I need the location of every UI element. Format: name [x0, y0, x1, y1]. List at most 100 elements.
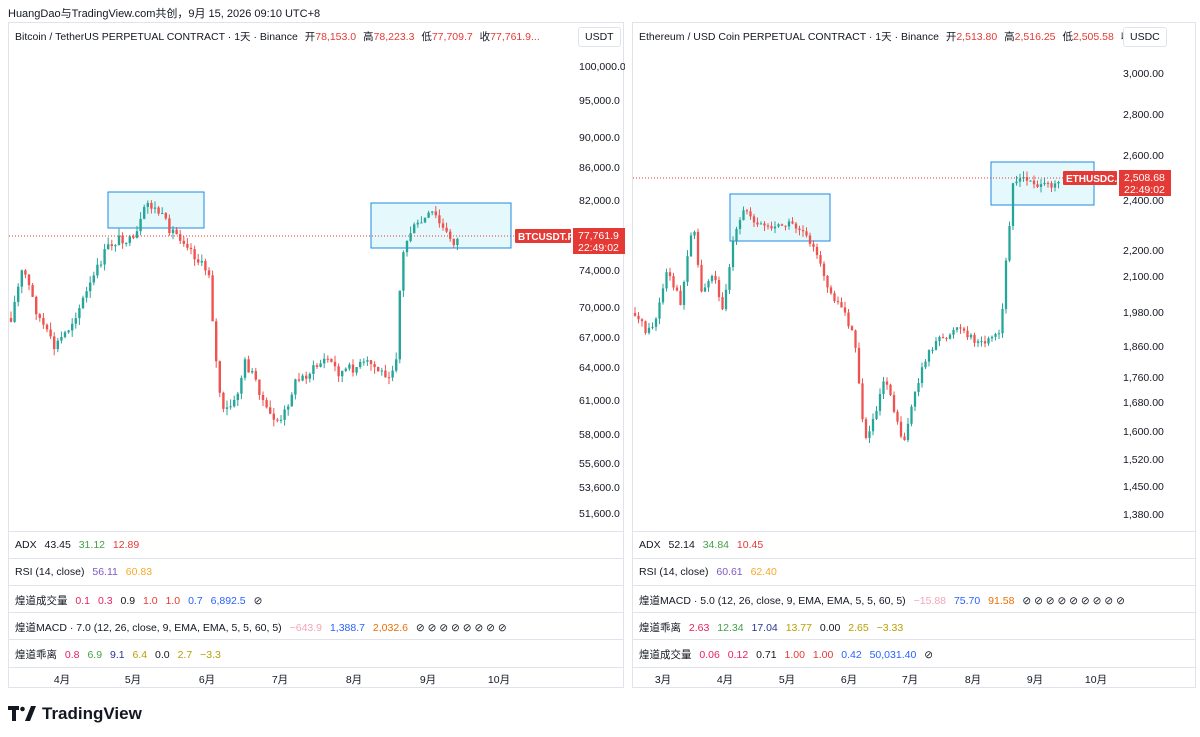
macd-line: 1,388.7	[329, 622, 365, 634]
low-value: 77,709.7	[431, 31, 473, 43]
candle-body	[941, 336, 945, 338]
candle-body	[337, 366, 340, 377]
candle-body	[882, 381, 885, 394]
candle-body	[878, 393, 882, 411]
adx-plus-di: 31.12	[78, 539, 105, 551]
candle-body	[1053, 183, 1057, 188]
candle-body	[920, 367, 924, 384]
dev-v4: 13.77	[785, 622, 812, 634]
macd-line: 75.70	[953, 595, 981, 607]
candle-body	[773, 226, 777, 229]
month-label: 4月	[716, 674, 734, 686]
candle-body	[815, 246, 819, 256]
candle-body	[384, 370, 387, 378]
btc-price-chart[interactable]: 100,000.0 95,000.0 90,000.0 86,000.0 82,000.…	[9, 23, 625, 533]
candle-body	[1008, 225, 1011, 261]
adx-indicator[interactable]: ADX 52.14 34.84 10.45	[633, 531, 1195, 558]
candle-body	[665, 272, 668, 289]
rsi-indicator[interactable]: RSI (14, close) 56.11 60.83	[9, 558, 623, 585]
candle-body	[910, 406, 913, 424]
price-tick-label: 61,000.0	[579, 395, 620, 407]
candle-body	[689, 235, 693, 257]
candle-body	[1018, 178, 1022, 182]
price-tick-label: 95,000.0	[579, 95, 620, 107]
volume-indicator[interactable]: 煌道成交量 0.1 0.3 0.9 1.0 1.0 0.7 6,892.5 ⊘	[9, 585, 623, 612]
candle-body	[805, 231, 808, 236]
symbol-tag[interactable]	[515, 229, 571, 243]
deviation-indicator[interactable]: 煌道乖离 2.63 12.34 17.04 13.77 0.00 2.65 −3…	[633, 612, 1195, 639]
dev-v7: −3.33	[876, 622, 904, 634]
close-label: 收	[479, 31, 491, 43]
candle-body	[955, 327, 959, 330]
symbol-tag[interactable]	[1063, 171, 1117, 185]
currency-selector[interactable]: USDT	[578, 27, 621, 47]
currency-selector[interactable]: USDC	[1123, 27, 1167, 47]
time-axis[interactable]: 3月 4月 5月 6月 7月 8月 9月 10月	[633, 667, 1195, 687]
dev-v1: 2.63	[688, 622, 710, 634]
macd-hist: −643.9	[289, 622, 323, 634]
candle-body	[398, 290, 401, 360]
adx-indicator[interactable]: ADX 43.45 31.12 12.89	[9, 531, 623, 558]
volume-indicator[interactable]: 煌道成交量 0.06 0.12 0.71 1.00 1.00 0.42 50,0…	[633, 639, 1195, 666]
candle-body	[654, 318, 658, 327]
deviation-indicator[interactable]: 煌道乖离 0.8 6.9 9.1 6.4 0.0 2.7 −3.3	[9, 639, 623, 666]
candle-body	[290, 394, 293, 407]
candle-body	[81, 297, 85, 309]
candle-body	[74, 318, 77, 324]
candle-body	[261, 394, 265, 401]
adx-name: ADX	[639, 539, 661, 551]
price-tick-label: 70,000.0	[579, 302, 620, 314]
candle-body	[861, 383, 864, 420]
candle-body	[110, 244, 113, 247]
candle-body	[1057, 182, 1060, 184]
month-label: 5月	[124, 674, 142, 686]
price-tick-label: 86,000.0	[579, 162, 620, 174]
price-tick-label: 100,000.0	[579, 61, 625, 73]
vol-v2: 0.3	[97, 595, 113, 607]
open-value: 2,513.80	[956, 31, 998, 43]
rsi-indicator[interactable]: RSI (14, close) 60.61 62.40	[633, 558, 1195, 585]
candle-body	[20, 270, 23, 287]
eth-symbol-header[interactable]: Ethereum / USD Coin PERPETUAL CONTRACT ·…	[639, 29, 1140, 44]
candle-body	[67, 330, 70, 333]
candle-body	[135, 231, 139, 238]
month-label: 7月	[901, 674, 919, 686]
candle-body	[745, 210, 749, 212]
last-price-tag	[573, 228, 625, 254]
candle-body	[294, 379, 297, 395]
eth-price-chart[interactable]: 3,000.00 2,800.00 2,600.00 2,400.00 2,200.00…	[633, 23, 1197, 533]
countdown-value: 22:49:02	[578, 242, 619, 254]
time-axis[interactable]: 4月 5月 6月 7月 8月 9月 10月	[9, 667, 623, 687]
candle-body	[222, 392, 225, 409]
range-highlight-box[interactable]	[729, 193, 831, 242]
btc-chart-panel[interactable]: 100,000.0 95,000.0 90,000.0 86,000.0 82,000.…	[8, 22, 625, 688]
candle-body	[92, 275, 95, 283]
adx-plus-di: 34.84	[702, 539, 729, 551]
candle-body	[240, 377, 243, 394]
candle-body	[35, 296, 38, 315]
btc-symbol-header[interactable]: Bitcoin / TetherUS PERPETUAL CONTRACT · …	[15, 29, 540, 44]
range-highlight-box[interactable]	[107, 191, 205, 229]
candle-body	[644, 321, 647, 333]
range-highlight-box[interactable]	[370, 202, 512, 249]
candle-body	[150, 202, 153, 209]
candle-body	[707, 281, 710, 288]
month-label: 10月	[487, 674, 511, 686]
candle-body	[826, 275, 829, 288]
candle-body	[675, 287, 679, 291]
candle-body	[297, 379, 301, 381]
macd-indicator[interactable]: 煌道MACD · 5.0 (12, 26, close, 9, EMA, EMA…	[633, 585, 1195, 612]
macd-indicator[interactable]: 煌道MACD · 7.0 (12, 26, close, 9, EMA, EMA…	[9, 612, 623, 639]
candle-body	[829, 287, 833, 294]
candle-body	[871, 418, 875, 432]
rsi-value: 56.11	[92, 566, 118, 578]
candle-body	[197, 259, 200, 263]
candle-body	[752, 216, 756, 223]
eth-chart-panel[interactable]: 3,000.00 2,800.00 2,600.00 2,400.00 2,200.00…	[632, 22, 1196, 688]
candle-body	[759, 223, 763, 225]
tradingview-logo[interactable]: TradingView	[8, 704, 142, 724]
candle-body	[45, 324, 49, 330]
price-tick-label: 3,000.00	[1123, 68, 1164, 80]
price-tick-label: 2,400.00	[1123, 195, 1164, 207]
price-tick-label: 53,600.0	[579, 482, 620, 494]
